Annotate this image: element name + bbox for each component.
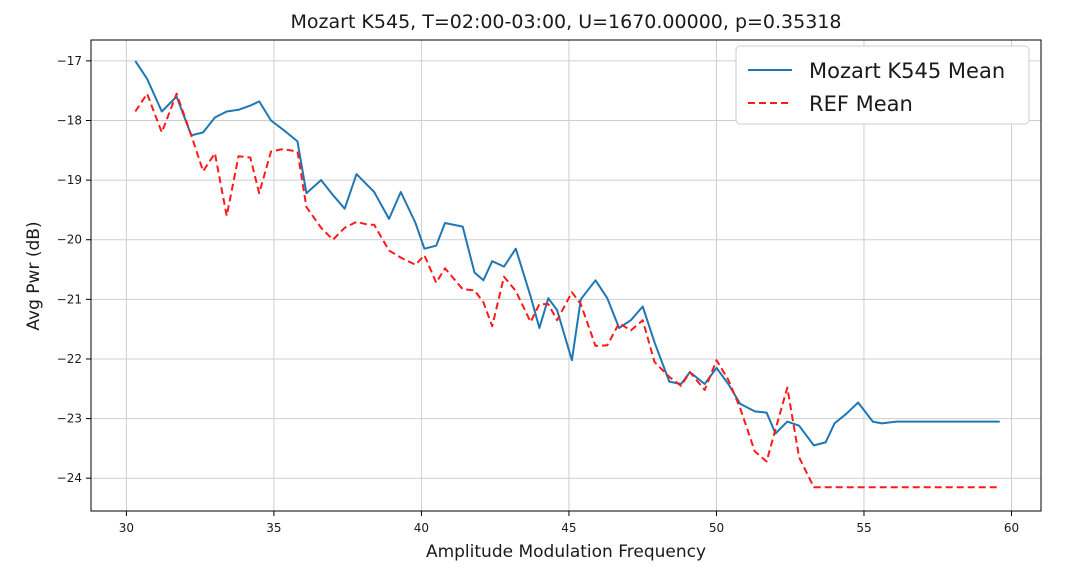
grid bbox=[91, 40, 1041, 511]
x-axis-label: Amplitude Modulation Frequency bbox=[426, 542, 706, 562]
y-tick-label: −18 bbox=[57, 113, 82, 127]
x-tick-label: 45 bbox=[561, 521, 576, 535]
x-tick-label: 40 bbox=[414, 521, 429, 535]
plot-frame bbox=[90, 39, 1042, 512]
y-tick-label: −21 bbox=[57, 292, 82, 306]
legend: Mozart K545 Mean REF Mean bbox=[735, 45, 1030, 125]
y-axis-label: Avg Pwr (dB) bbox=[24, 221, 44, 330]
tick-layer: 30 35 40 45 50 55 60 −17 −18 −19 −20 −21 −22 −23 −24 bbox=[57, 54, 1019, 535]
legend-label-ref: REF Mean bbox=[809, 92, 913, 116]
y-tick-label: −20 bbox=[57, 233, 82, 247]
legend-box bbox=[735, 45, 1030, 125]
x-tick-label: 50 bbox=[709, 521, 724, 535]
y-tick-label: −17 bbox=[57, 54, 82, 68]
y-tick-label: −22 bbox=[57, 352, 82, 366]
series-line-mozart bbox=[134, 60, 1000, 447]
legend-label-mozart: Mozart K545 Mean bbox=[809, 59, 1005, 83]
chart-title: Mozart K545, T=02:00-03:00, U=1670.00000… bbox=[291, 11, 842, 33]
y-tick-label: −23 bbox=[57, 412, 82, 426]
x-tick-label: 55 bbox=[856, 521, 871, 535]
x-tick-label: 35 bbox=[266, 521, 281, 535]
x-tick-label: 30 bbox=[119, 521, 134, 535]
series-line-ref bbox=[134, 92, 1000, 489]
y-tick-label: −19 bbox=[57, 173, 82, 187]
series-layer bbox=[134, 60, 1000, 489]
x-tick-label: 60 bbox=[1004, 521, 1019, 535]
y-tick-label: −24 bbox=[57, 471, 82, 485]
